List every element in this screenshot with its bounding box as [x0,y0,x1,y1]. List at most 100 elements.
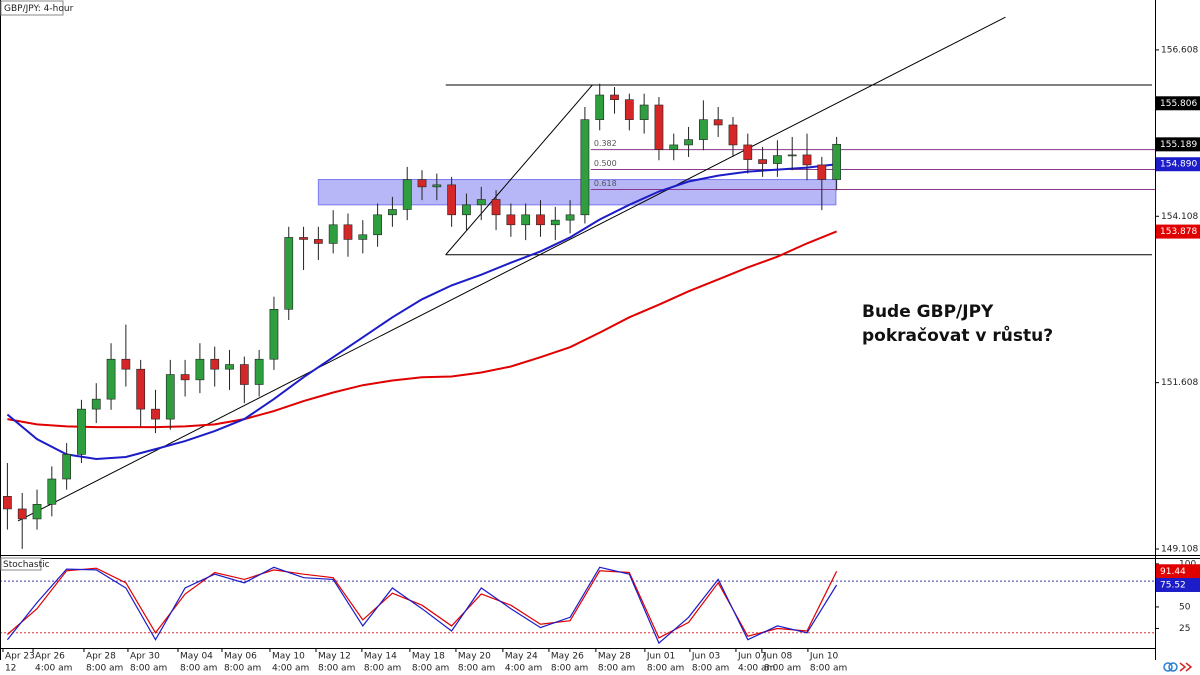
stochastic-line [7,567,838,639]
candle-body [210,358,220,370]
candle-body [462,204,471,216]
price-label-box [1156,96,1200,111]
indicator-title-box [0,557,42,571]
x-tick-time-label: 12 [5,664,16,674]
x-tick-label: Jun 07 [737,652,766,662]
x-tick-time-label: 8:00 am [364,664,401,674]
stochastic-line [6,566,838,645]
chart-title: GBP/JPY: 4-hour [4,4,74,14]
candle-body [195,358,205,381]
x-tick-label: Apr 26 [35,652,65,662]
candle-body [136,368,146,410]
candle-body [550,219,560,226]
indicator-y-tick-label: 50 [1179,602,1191,612]
x-tick-label: Jun 08 [763,652,793,662]
candle-body [713,119,723,126]
candle-body [106,358,116,400]
candle-body [121,358,131,370]
trendline [17,16,1006,522]
candle-body [491,199,501,216]
candle-body [832,143,842,180]
x-tick-label: May 28 [598,652,631,662]
fib-label: 0.382 [594,139,617,148]
candle-body [284,237,294,310]
candle-body [402,179,412,210]
candle-body [447,184,457,216]
x-tick-time-label: 8:00 am [551,664,588,674]
fib-label: 0.500 [594,159,617,168]
x-tick-label: Apr 23 [5,652,35,662]
candle-body [580,119,590,216]
moving-average [7,230,837,429]
x-tick-time-label: 8:00 am [458,664,495,674]
candle-body [91,398,101,410]
x-tick-label: Jun 01 [646,652,675,662]
candle-body [269,309,279,360]
price-label-box [1156,137,1200,152]
candle-body [728,124,738,146]
support-zone [317,179,837,206]
candle-body [669,144,679,150]
plot-layer: 0.382 0.500 0.618 [0,16,1155,645]
price-label-box [1156,224,1200,239]
price-label: 75.52 [1160,580,1186,590]
candle-body [299,237,308,240]
candle-body [77,408,86,455]
candle-body [32,503,42,520]
candle-body [343,224,353,240]
fib-label: 0.618 [594,179,617,188]
toolbar-icons [1163,662,1193,672]
x-tick-label: May 26 [551,652,584,662]
y-tick-label: 149.108 [1161,545,1198,555]
price-label: 155.806 [1160,99,1197,109]
x-tick-time-label: 8:00 am [86,664,123,674]
candle-body [595,94,605,120]
indicator-title: Stochastic [3,560,50,570]
moving-average [6,163,837,461]
price-label-box [1156,577,1200,592]
x-tick-label: May 20 [458,652,491,662]
price-label-box [1156,157,1200,172]
x-tick-time-label: 8:00 am [764,664,801,674]
candle-body [358,234,368,240]
candle-body [313,239,323,244]
trendline [445,84,593,256]
x-tick-label: May 14 [364,652,397,662]
candle-body [624,99,634,120]
x-tick-time-label: 4:00 am [738,664,775,674]
candle-body [417,179,427,188]
candle-body [773,155,782,164]
x-tick-label: May 12 [318,652,351,662]
candle-body [565,214,575,221]
price-label: 91.44 [1160,567,1186,577]
x-tick-label: May 24 [505,652,538,662]
candle-body [610,94,619,100]
x-tick-label: Apr 28 [86,652,116,662]
candle-body [3,496,12,510]
candle-body [521,214,531,226]
x-tick-label: May 04 [180,652,213,662]
candle-body [328,224,338,244]
price-label-box [1156,564,1200,579]
x-tick-label: May 18 [412,652,445,662]
price-label: 155.189 [1160,140,1197,150]
x-tick-time-label: 4:00 am [35,664,72,674]
candle-body [802,154,812,166]
x-tick-time-label: 8:00 am [318,664,355,674]
y-tick-label: 154.108 [1161,212,1198,222]
y-tick-label: 156.608 [1161,45,1198,55]
candle-body [432,184,442,188]
x-tick-label: Jun 03 [691,652,720,662]
candle-body [817,164,827,180]
candle-body [684,139,693,146]
candle-body [254,358,264,385]
candle-body [62,454,72,480]
x-tick-time-label: 8:00 am [412,664,449,674]
candle-body [151,408,160,420]
candle-body [476,199,486,206]
x-tick-time-label: 8:00 am [647,664,684,674]
candle-body [165,374,175,420]
x-tick-time-label: 8:00 am [810,664,847,674]
x-tick-time-label: 8:00 am [692,664,729,674]
x-tick-time-label: 8:00 am [598,664,635,674]
